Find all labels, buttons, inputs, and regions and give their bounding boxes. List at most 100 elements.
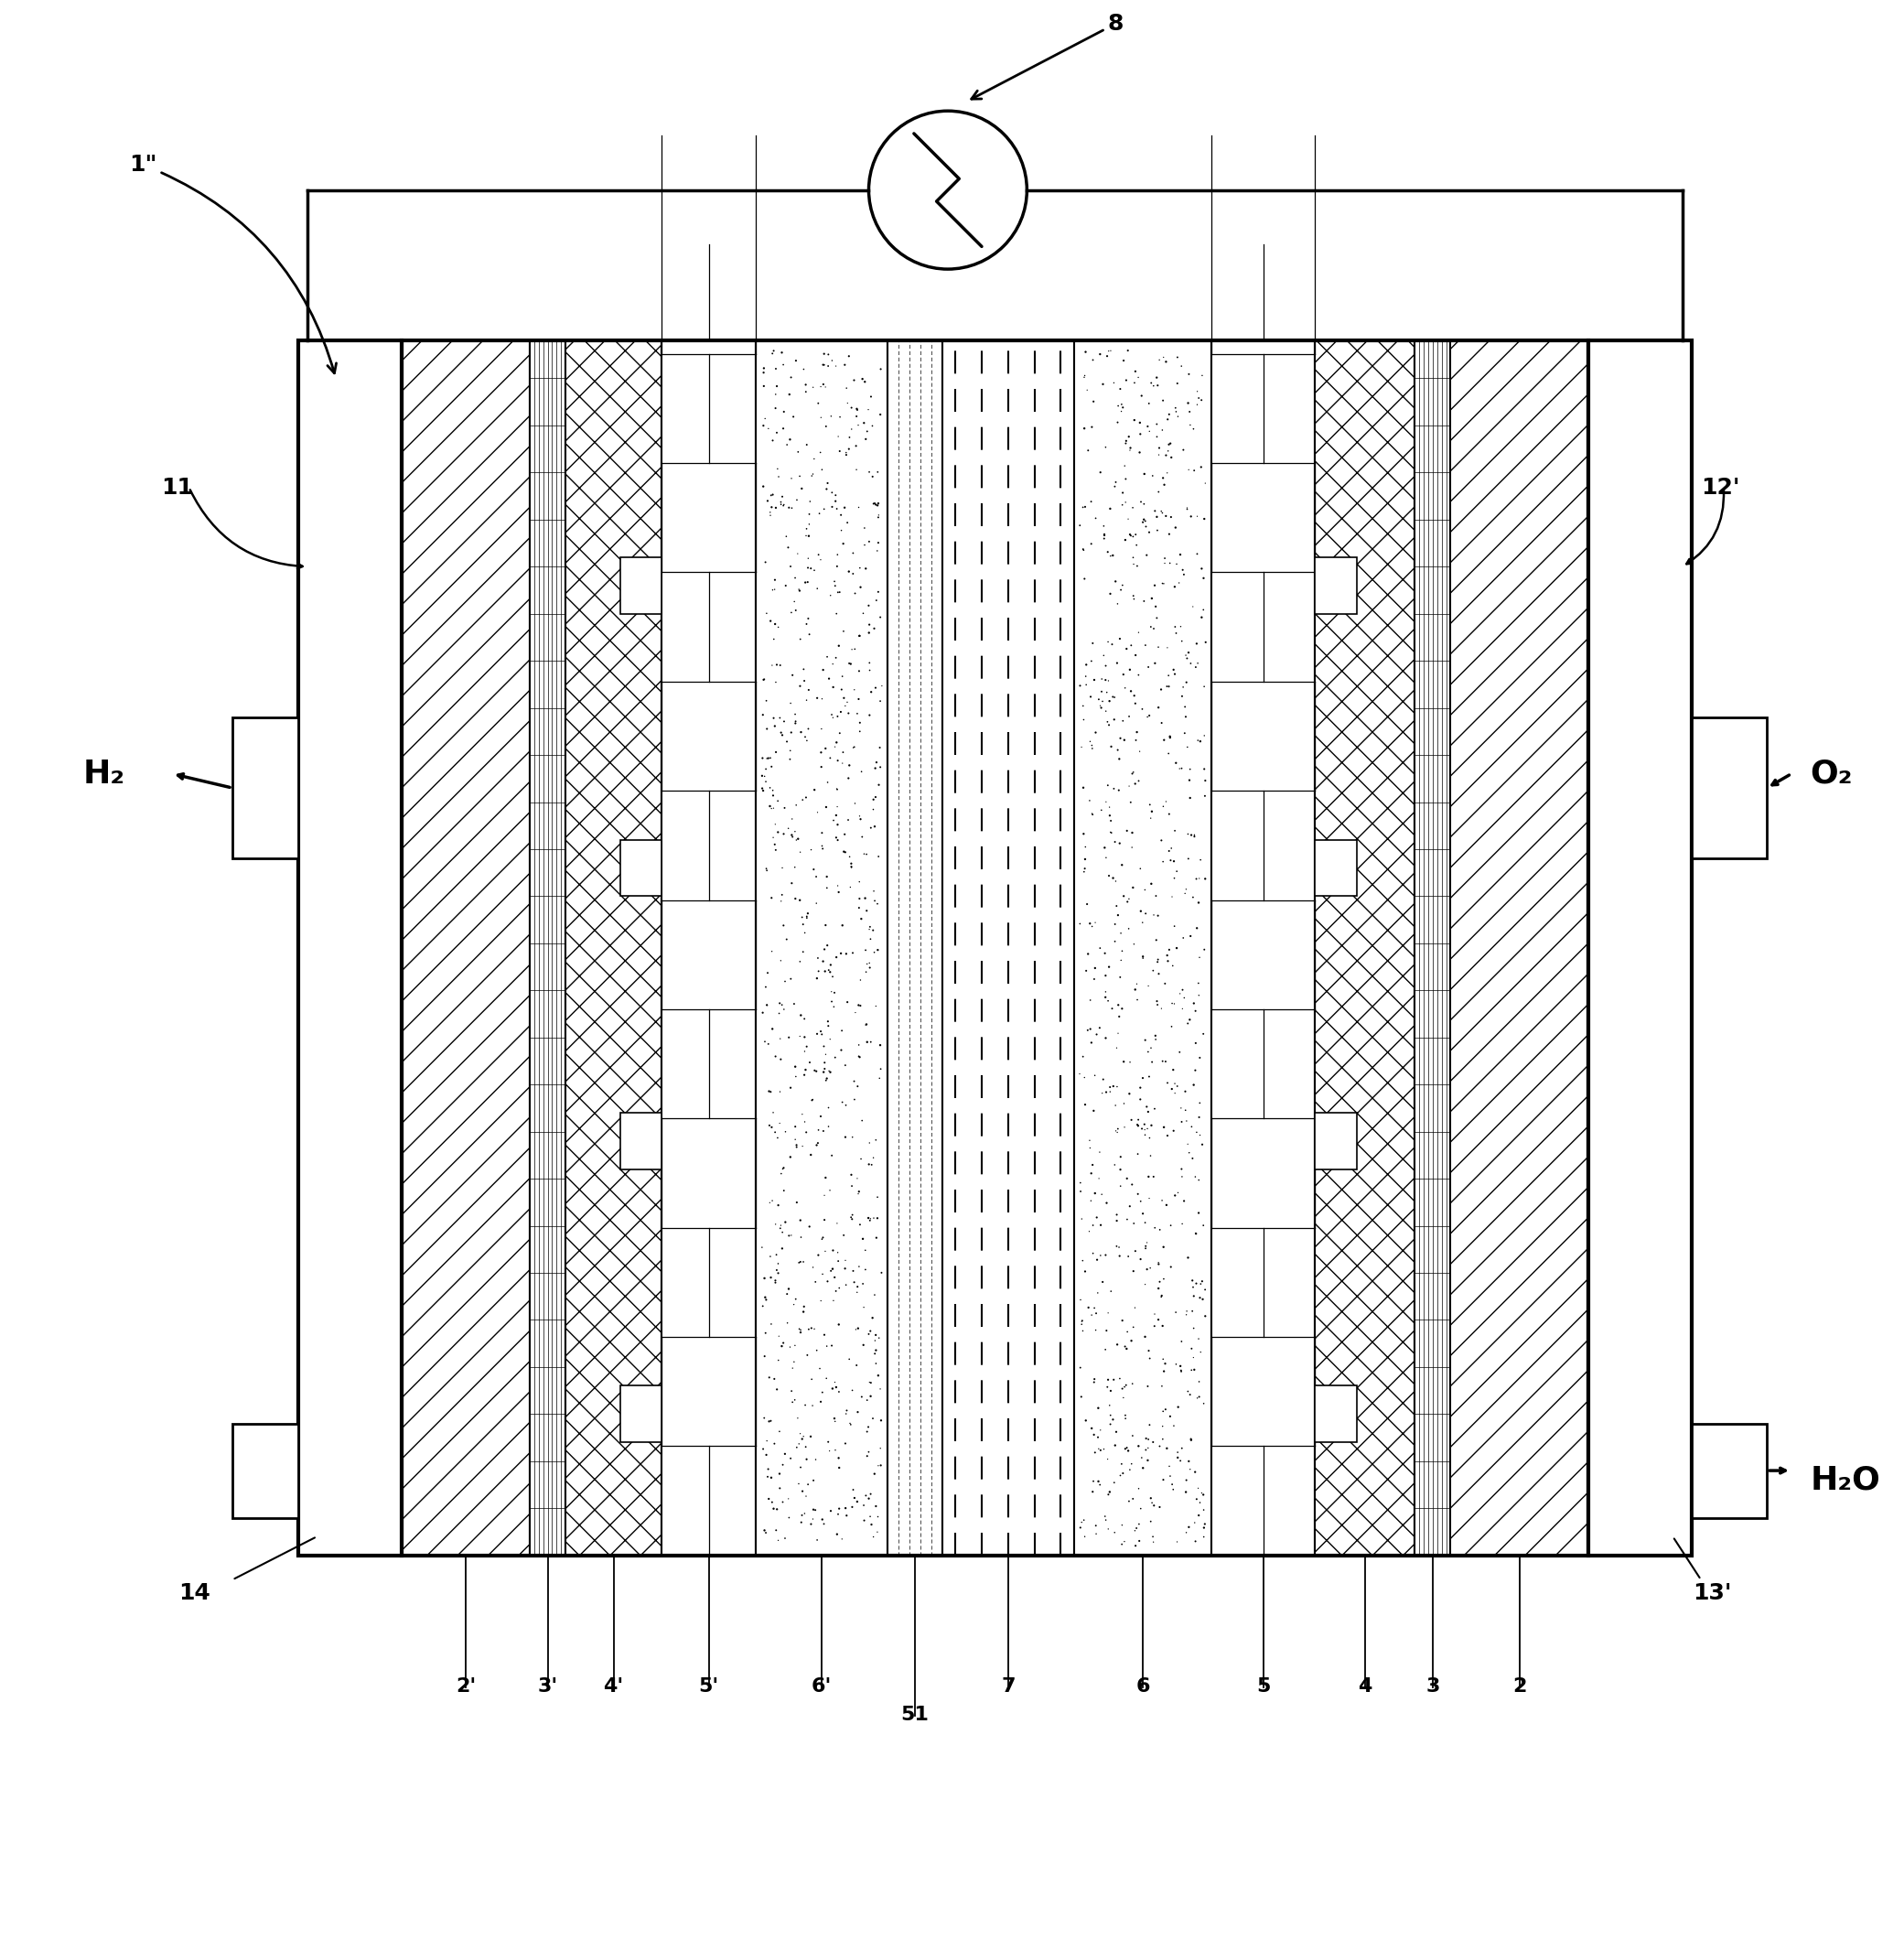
Point bbox=[1080, 718, 1110, 749]
Point bbox=[1106, 944, 1137, 975]
Point bbox=[1184, 1088, 1215, 1119]
Point bbox=[1093, 1297, 1123, 1328]
Point bbox=[1106, 1170, 1137, 1201]
Point bbox=[1108, 569, 1139, 601]
Point bbox=[1133, 702, 1163, 733]
Point bbox=[1091, 431, 1121, 462]
Point bbox=[823, 538, 853, 569]
Point bbox=[790, 1498, 821, 1529]
Bar bbox=[621, 840, 661, 897]
Point bbox=[826, 938, 857, 969]
Point bbox=[824, 1308, 855, 1340]
Point bbox=[826, 911, 857, 942]
Point bbox=[1139, 1094, 1169, 1125]
Point bbox=[781, 345, 811, 376]
Point bbox=[798, 1503, 828, 1535]
Point bbox=[803, 388, 834, 419]
Point bbox=[823, 774, 853, 805]
Point bbox=[834, 433, 864, 464]
Point bbox=[1125, 486, 1156, 517]
Point bbox=[1093, 770, 1123, 801]
Point bbox=[1137, 367, 1167, 398]
Point bbox=[764, 612, 794, 644]
Point bbox=[1142, 501, 1173, 532]
Point bbox=[781, 562, 811, 593]
Point bbox=[783, 1468, 813, 1500]
Point bbox=[1173, 1511, 1203, 1542]
Point bbox=[1180, 1028, 1211, 1059]
Point bbox=[1180, 1160, 1211, 1191]
Point bbox=[1142, 1305, 1173, 1336]
Point bbox=[762, 417, 792, 448]
Point bbox=[809, 1057, 840, 1088]
Point bbox=[784, 1427, 815, 1459]
Point bbox=[802, 963, 832, 994]
Point bbox=[756, 1240, 786, 1271]
Point bbox=[758, 624, 788, 655]
Point bbox=[1139, 569, 1169, 601]
Point bbox=[855, 948, 885, 979]
Point bbox=[1131, 1232, 1161, 1264]
Point bbox=[771, 569, 802, 601]
Point bbox=[1190, 1301, 1220, 1332]
Point bbox=[760, 710, 790, 741]
Point bbox=[830, 690, 861, 721]
Point bbox=[851, 1008, 882, 1039]
Point bbox=[851, 1254, 882, 1285]
Point bbox=[1074, 1215, 1104, 1246]
Point bbox=[1120, 583, 1150, 614]
Point bbox=[1188, 1494, 1219, 1525]
Bar bbox=[887, 341, 942, 1556]
Point bbox=[1135, 700, 1165, 731]
Point bbox=[826, 515, 857, 546]
Point bbox=[1087, 686, 1118, 718]
Point bbox=[1175, 410, 1205, 441]
Point bbox=[805, 544, 836, 575]
Point bbox=[805, 737, 836, 768]
Point bbox=[1169, 560, 1200, 591]
Point bbox=[1106, 1305, 1137, 1336]
Point bbox=[756, 497, 786, 528]
Point bbox=[775, 423, 805, 454]
Point bbox=[836, 852, 866, 883]
Point bbox=[1175, 764, 1205, 796]
Point bbox=[817, 345, 847, 376]
Text: 14: 14 bbox=[179, 1581, 211, 1605]
Point bbox=[1180, 1217, 1211, 1248]
Point bbox=[1129, 458, 1160, 489]
Point bbox=[824, 1273, 855, 1305]
Point bbox=[834, 840, 864, 872]
Point bbox=[849, 1490, 880, 1521]
Point bbox=[796, 835, 826, 866]
Point bbox=[1118, 581, 1148, 612]
Point bbox=[1125, 1084, 1156, 1115]
Point bbox=[1110, 1332, 1140, 1363]
Point bbox=[1078, 628, 1108, 659]
Point bbox=[1064, 1168, 1095, 1199]
Point bbox=[803, 497, 834, 528]
Point bbox=[765, 489, 796, 521]
Point bbox=[1133, 971, 1163, 1002]
Point bbox=[832, 1500, 863, 1531]
Point bbox=[1081, 1201, 1112, 1232]
Point bbox=[1083, 1422, 1114, 1453]
Point bbox=[750, 684, 781, 716]
Point bbox=[750, 1515, 781, 1546]
Point bbox=[855, 1381, 885, 1412]
Point bbox=[1106, 850, 1137, 881]
Point bbox=[857, 1509, 887, 1540]
Point bbox=[805, 1285, 836, 1316]
Point bbox=[817, 987, 847, 1018]
Point bbox=[773, 1221, 803, 1252]
Point bbox=[1070, 564, 1101, 595]
Point bbox=[861, 489, 891, 521]
Point bbox=[746, 772, 777, 803]
Point bbox=[815, 1024, 845, 1055]
Point bbox=[1078, 1096, 1108, 1127]
Point bbox=[807, 1223, 838, 1254]
Point bbox=[843, 989, 874, 1020]
Point bbox=[1091, 1240, 1121, 1271]
Point bbox=[779, 1289, 809, 1320]
Point bbox=[849, 1505, 880, 1537]
Point bbox=[767, 1449, 798, 1480]
